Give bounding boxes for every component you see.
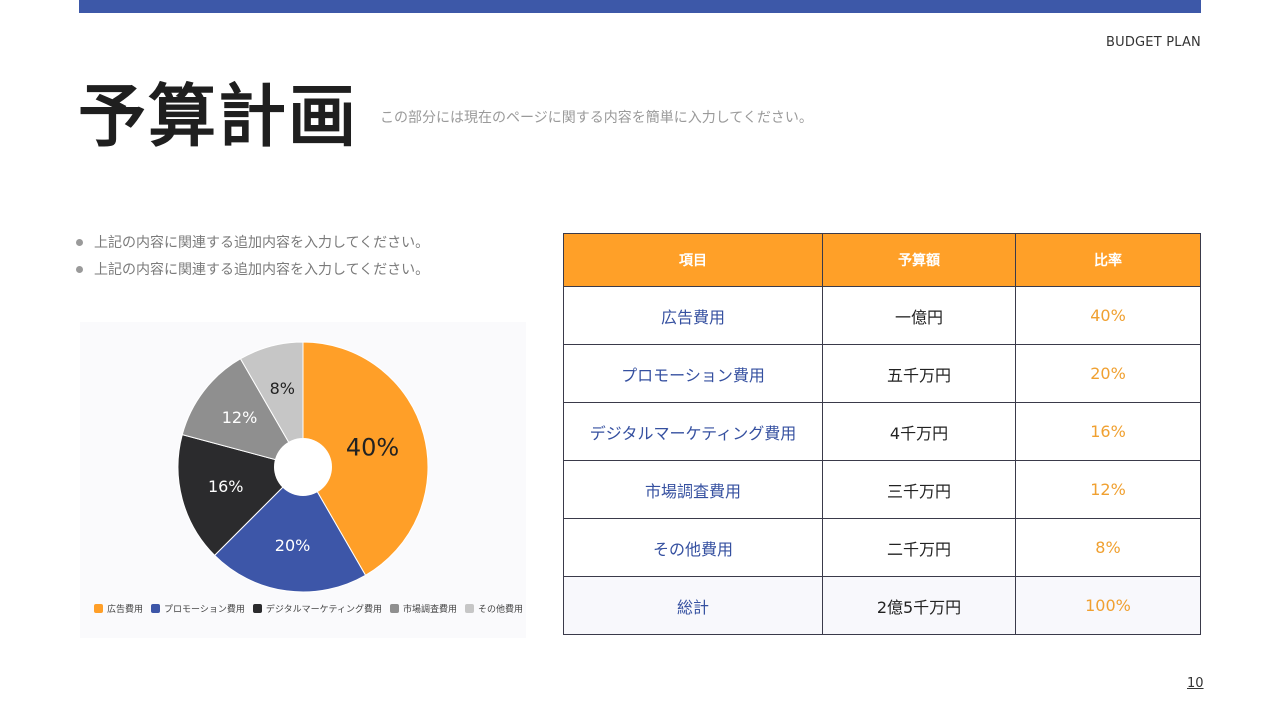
pie-data-label-5: 8%: [270, 379, 295, 398]
cell-item: プロモーション費用: [563, 344, 823, 403]
header-item: 項目: [563, 233, 823, 287]
header-amount: 予算額: [822, 233, 1016, 287]
cell-item: 広告費用: [563, 286, 823, 345]
legend-label: デジタルマーケティング費用: [265, 605, 382, 615]
legend-label: その他費用: [477, 605, 523, 615]
legend-label: プロモーション費用: [164, 605, 245, 615]
page-title: 予算計画: [78, 78, 359, 157]
bullet-text: 上記の内容に関連する追加内容を入力してください。: [94, 235, 430, 251]
page-number: 10: [1187, 676, 1204, 691]
pie-slice-2: [213, 466, 367, 593]
pie-slice-3: [177, 434, 304, 557]
legend-swatch-icon: [389, 604, 399, 613]
bullet-item: 上記の内容に関連する追加内容を入力してください。: [76, 259, 429, 286]
legend-swatch-icon: [464, 604, 474, 613]
bullet-dot-icon: [76, 239, 83, 246]
table-total-row: 総計 2億5千万円 100%: [563, 576, 1201, 635]
pie-chart: 40% 20% 16% 12% 8%: [177, 341, 429, 593]
bullet-dot-icon: [76, 266, 83, 273]
cell-item: その他費用: [563, 518, 823, 577]
bullet-text: 上記の内容に関連する追加内容を入力してください。: [94, 262, 430, 278]
legend-item-3: デジタルマーケティング費用: [252, 602, 382, 615]
cell-ratio: 8%: [1015, 518, 1201, 577]
legend-item-2: プロモーション費用: [151, 602, 245, 615]
chart-legend: 広告費用 プロモーション費用 デジタルマーケティング費用 市場調査費用 その他費用: [94, 602, 531, 615]
bullet-list: 上記の内容に関連する追加内容を入力してください。 上記の内容に関連する追加内容を…: [76, 232, 429, 286]
legend-swatch-icon: [252, 604, 262, 613]
pie-data-label-1: 40%: [346, 433, 399, 461]
header-label: BUDGET PLAN: [1105, 35, 1201, 50]
cell-ratio: 20%: [1015, 344, 1201, 403]
table-row: 広告費用 一億円 40%: [563, 286, 1201, 345]
cell-ratio: 16%: [1015, 402, 1201, 461]
total-item: 総計: [563, 576, 823, 635]
pie-data-label-4: 12%: [222, 408, 258, 427]
cell-amount: 4千万円: [822, 402, 1016, 461]
cell-amount: 五千万円: [822, 344, 1016, 403]
pie-slice-5: [239, 341, 304, 469]
pie-chart-panel: 40% 20% 16% 12% 8% 広告費用 プロモーション費用 デジタルマーケティング費…: [80, 322, 526, 638]
cell-item: 市場調査費用: [563, 460, 823, 519]
legend-label: 市場調査費用: [402, 605, 457, 615]
legend-label: 広告費用: [107, 605, 144, 615]
header-ratio: 比率: [1015, 233, 1201, 287]
pie-center-hole: [274, 438, 332, 496]
pie-data-label-2: 20%: [275, 536, 311, 555]
top-accent-bar: [79, 0, 1201, 13]
total-ratio: 100%: [1015, 576, 1201, 635]
pie-data-label-3: 16%: [208, 477, 244, 496]
total-amount: 2億5千万円: [822, 576, 1016, 635]
pie-slice-1: [302, 341, 429, 576]
pie-slice-4: [181, 358, 305, 468]
page-subtitle: この部分には現在のページに関する内容を簡単に入力してください。: [380, 110, 813, 126]
cell-item: デジタルマーケティング費用: [563, 402, 823, 461]
cell-amount: 二千万円: [822, 518, 1016, 577]
table-header-row: 項目 予算額 比率: [563, 233, 1201, 287]
legend-item-5: その他費用: [464, 602, 523, 615]
legend-item-1: 広告費用: [94, 602, 143, 615]
cell-ratio: 12%: [1015, 460, 1201, 519]
cell-ratio: 40%: [1015, 286, 1201, 345]
legend-item-4: 市場調査費用: [389, 602, 457, 615]
table-row: デジタルマーケティング費用 4千万円 16%: [563, 402, 1201, 461]
legend-swatch-icon: [151, 604, 161, 613]
table-row: プロモーション費用 五千万円 20%: [563, 344, 1201, 403]
budget-table: 項目 予算額 比率 広告費用 一億円 40% プロモーション費用 五千万円 20…: [563, 233, 1201, 635]
cell-amount: 三千万円: [822, 460, 1016, 519]
cell-amount: 一億円: [822, 286, 1016, 345]
table-row: 市場調査費用 三千万円 12%: [563, 460, 1201, 519]
legend-swatch-icon: [94, 604, 103, 613]
table-row: その他費用 二千万円 8%: [563, 518, 1201, 577]
bullet-item: 上記の内容に関連する追加内容を入力してください。: [76, 232, 429, 259]
